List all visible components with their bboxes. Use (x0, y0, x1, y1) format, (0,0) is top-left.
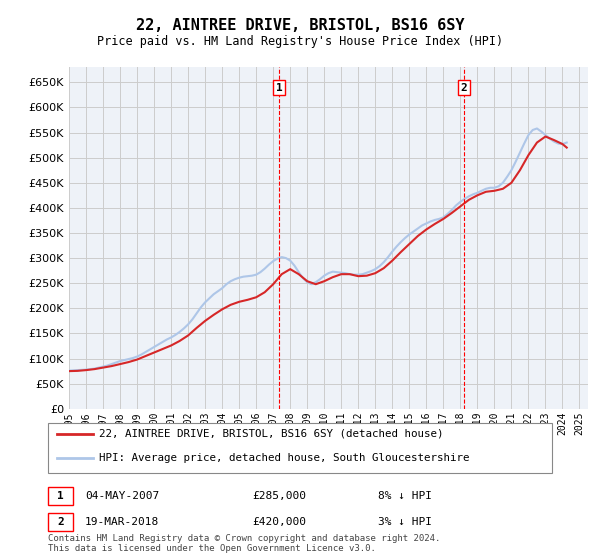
Text: £285,000: £285,000 (252, 491, 306, 501)
Text: 04-MAY-2007: 04-MAY-2007 (85, 491, 160, 501)
Text: Contains HM Land Registry data © Crown copyright and database right 2024.
This d: Contains HM Land Registry data © Crown c… (48, 534, 440, 553)
Text: 22, AINTREE DRIVE, BRISTOL, BS16 6SY (detached house): 22, AINTREE DRIVE, BRISTOL, BS16 6SY (de… (99, 429, 443, 439)
Text: Price paid vs. HM Land Registry's House Price Index (HPI): Price paid vs. HM Land Registry's House … (97, 35, 503, 49)
Text: £420,000: £420,000 (252, 517, 306, 527)
Text: 8% ↓ HPI: 8% ↓ HPI (378, 491, 432, 501)
Text: HPI: Average price, detached house, South Gloucestershire: HPI: Average price, detached house, Sout… (99, 453, 470, 463)
Text: 3% ↓ HPI: 3% ↓ HPI (378, 517, 432, 527)
Text: 19-MAR-2018: 19-MAR-2018 (85, 517, 160, 527)
Text: 2: 2 (57, 517, 64, 527)
Text: 1: 1 (275, 82, 283, 92)
Text: 2: 2 (461, 82, 467, 92)
Text: 1: 1 (57, 491, 64, 501)
Text: 22, AINTREE DRIVE, BRISTOL, BS16 6SY: 22, AINTREE DRIVE, BRISTOL, BS16 6SY (136, 18, 464, 32)
